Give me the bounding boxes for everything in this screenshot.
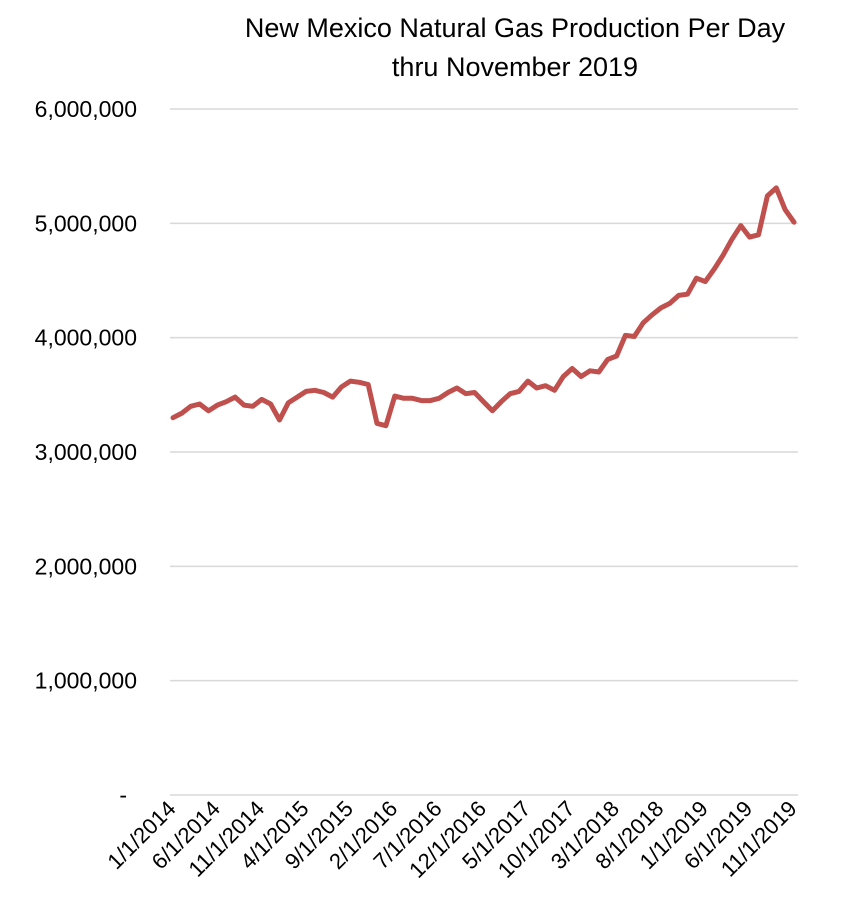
series-group [170, 185, 797, 429]
y-tick-label: 4,000,000 [35, 325, 137, 351]
chart-title-line-2: thru November 2019 [392, 52, 638, 82]
x-axis-tick-labels: 1/1/20146/1/201411/1/20144/1/20159/1/201… [102, 796, 801, 883]
y-tick-label: 2,000,000 [35, 553, 137, 579]
y-tick-label: 1,000,000 [35, 668, 137, 694]
chart-title-line-1: New Mexico Natural Gas Production Per Da… [245, 13, 786, 43]
y-tick-label: - [119, 782, 127, 808]
series-line [170, 185, 797, 429]
y-tick-label: 3,000,000 [35, 439, 137, 465]
y-gridlines [170, 108, 798, 796]
y-tick-label: 6,000,000 [35, 96, 137, 122]
y-axis-tick-labels: - 1,000,000 2,000,000 3,000,000 4,000,000 5,0… [35, 96, 137, 808]
y-tick-label: 5,000,000 [35, 210, 137, 236]
